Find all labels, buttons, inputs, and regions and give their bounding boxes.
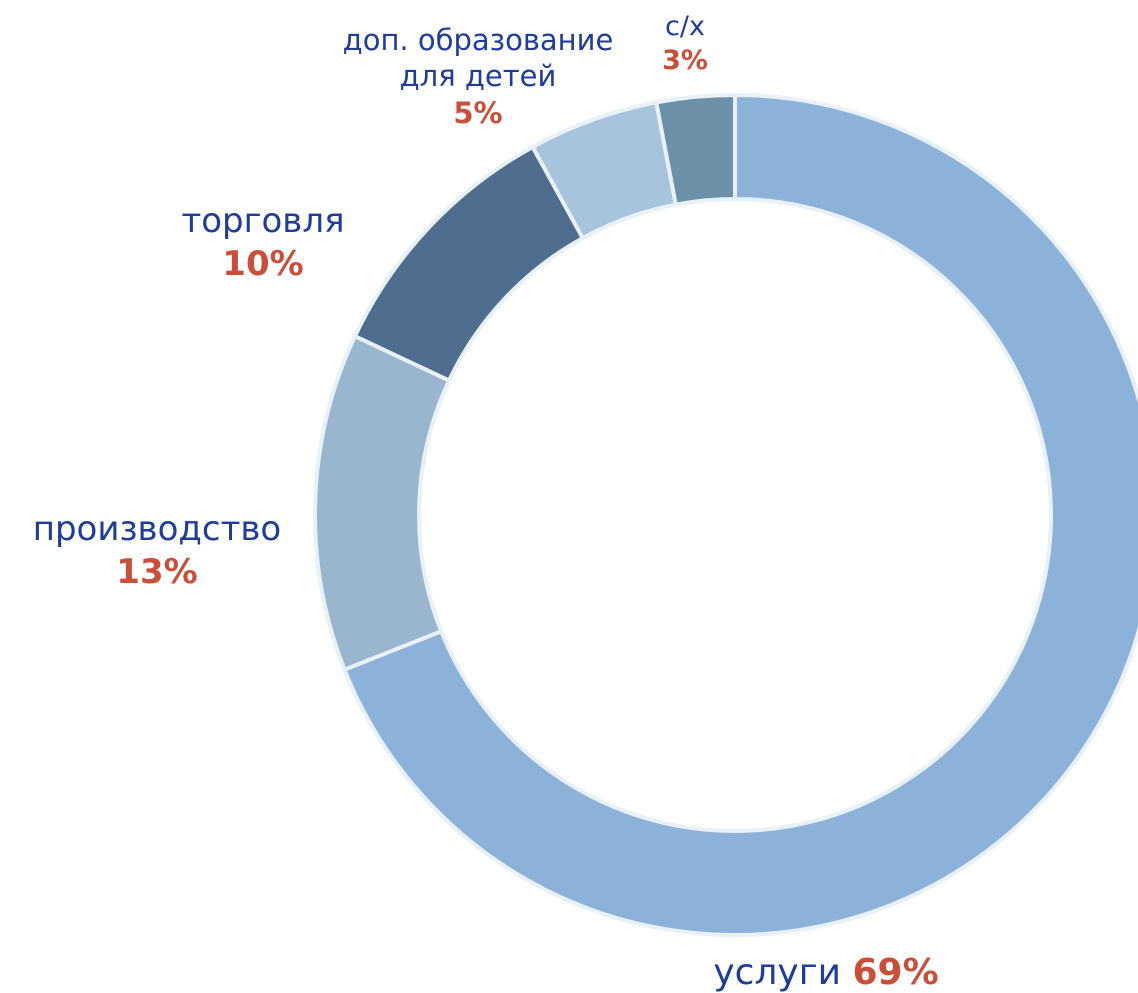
donut-svg (0, 0, 1138, 993)
category-label: услуги (713, 952, 841, 993)
value-label: 10% (222, 244, 303, 284)
category-label: торговля (181, 201, 344, 241)
chart: услуги 69% производство13% торговля10% доп.… (0, 0, 1138, 993)
donut-slice (315, 336, 449, 669)
category-label: с/х (665, 11, 705, 42)
category-label: производство (33, 509, 281, 549)
category-label: доп. образование для детей (343, 23, 614, 93)
value-label: 13% (116, 552, 197, 592)
value-label: 5% (453, 96, 502, 130)
slice-label: услуги 69% (576, 950, 1076, 993)
value-label: 69% (853, 952, 939, 993)
value-label: 3% (662, 45, 708, 76)
